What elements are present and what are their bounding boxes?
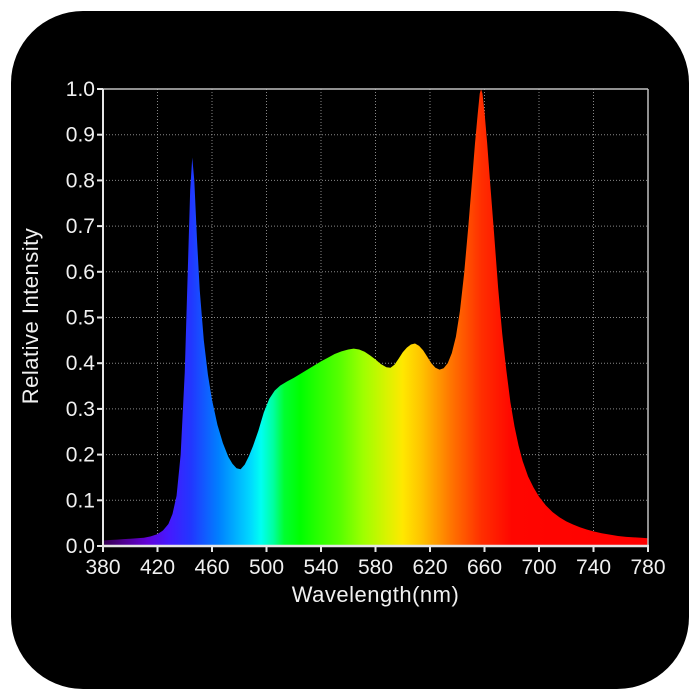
y-tick-label: 0.1	[66, 489, 95, 512]
y-tick-label: 0.8	[66, 169, 95, 192]
x-tick-label: 380	[85, 556, 120, 579]
x-tick-label: 460	[194, 556, 229, 579]
y-axis-label: Relative Intensity	[18, 228, 43, 405]
y-tick-label: 0.5	[66, 307, 95, 330]
x-tick-label: 620	[412, 556, 447, 579]
y-tick-label: 0.0	[66, 535, 95, 558]
y-tick-label: 0.6	[66, 261, 95, 284]
x-tick-labels: 380 420 460 500 540 580 620 660 700 740 780	[85, 556, 665, 579]
y-tick-labels: 0.0 0.1 0.2 0.3 0.4 0.5 0.6 0.7 0.8 0.9 1.0	[66, 78, 96, 558]
x-tick-label: 780	[630, 556, 665, 579]
x-tick-label: 580	[358, 556, 393, 579]
y-tick-label: 0.4	[66, 352, 96, 375]
x-tick-label: 660	[467, 556, 502, 579]
x-tick-label: 420	[140, 556, 175, 579]
x-axis-label: Wavelength(nm)	[292, 582, 460, 607]
y-tick-label: 0.9	[66, 124, 95, 147]
x-tick-label: 500	[249, 556, 284, 579]
x-tick-label: 700	[521, 556, 556, 579]
y-tick-label: 0.7	[66, 215, 95, 238]
y-tick-label: 0.2	[66, 444, 95, 467]
axis-ticks	[97, 88, 649, 552]
spectrum-area-series	[103, 89, 648, 546]
y-tick-label: 1.0	[66, 78, 95, 101]
y-tick-label: 0.3	[66, 398, 95, 421]
x-tick-label: 740	[576, 556, 611, 579]
x-tick-label: 540	[303, 556, 338, 579]
